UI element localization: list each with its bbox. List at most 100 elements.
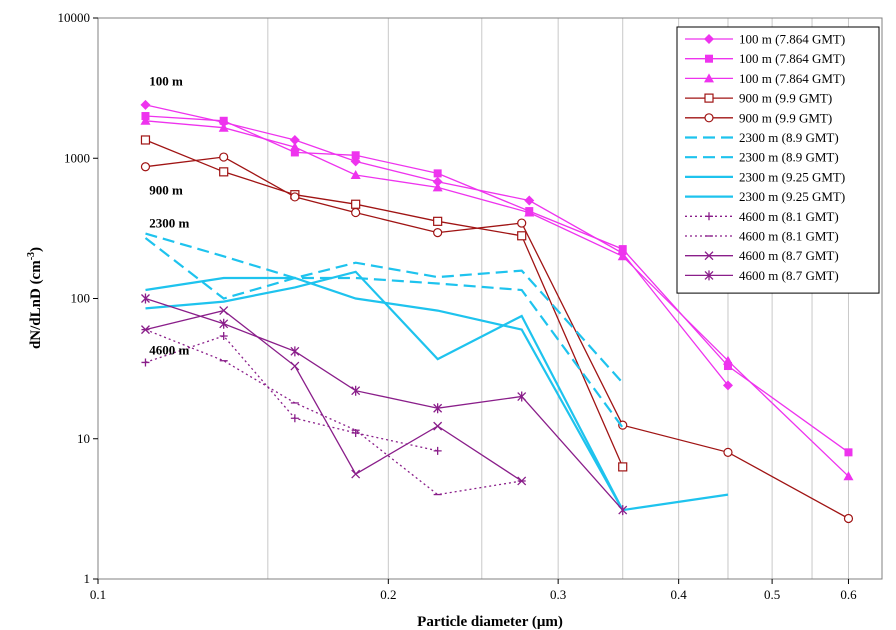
legend-marker xyxy=(704,34,714,44)
x-tick-label: 0.4 xyxy=(671,587,688,602)
legend-box xyxy=(676,26,880,294)
legend-label: 2300 m (8.9 GMT) xyxy=(739,150,839,165)
data-point xyxy=(290,148,299,157)
data-point xyxy=(722,355,733,365)
legend-entry: 4600 m (8.1 GMT) xyxy=(685,229,839,244)
data-point xyxy=(433,446,442,455)
data-point xyxy=(844,448,853,457)
legend-marker xyxy=(704,270,714,281)
series-line xyxy=(145,270,624,511)
data-point xyxy=(140,162,151,172)
x-tick-label: 0.3 xyxy=(550,587,566,602)
data-point xyxy=(618,462,628,472)
altitude-label: 100 m xyxy=(149,74,183,89)
data-point xyxy=(219,306,229,316)
data-point xyxy=(618,245,627,254)
data-point xyxy=(843,471,854,481)
x-tick-label: 0.2 xyxy=(380,587,396,602)
legend-entry: 2300 m (8.9 GMT) xyxy=(685,150,839,165)
data-point xyxy=(524,195,535,206)
altitude-annotations: 100 m 900 m 2300 m 4600 m xyxy=(149,74,189,358)
legend-label: 2300 m (9.25 GMT) xyxy=(739,189,845,204)
series-group xyxy=(144,237,624,429)
legend-entry: 900 m (9.9 GMT) xyxy=(685,110,832,125)
data-point xyxy=(140,135,151,145)
legend-label: 100 m (7.864 GMT) xyxy=(739,71,845,86)
data-point xyxy=(433,216,443,226)
data-point xyxy=(141,358,150,367)
legend-label: 100 m (7.864 GMT) xyxy=(739,51,845,66)
data-point xyxy=(219,167,229,177)
data-point xyxy=(351,151,360,160)
legend-entry: 2300 m (9.25 GMT) xyxy=(685,169,845,184)
data-point xyxy=(141,293,150,304)
y-tick-label: 10000 xyxy=(58,10,91,25)
data-point xyxy=(432,176,443,187)
data-point xyxy=(517,476,527,486)
y-axis-ticks: 1 10 100 1000 10000 xyxy=(58,10,98,586)
x-tick-label: 0.5 xyxy=(764,587,780,602)
data-point xyxy=(432,182,443,192)
data-point xyxy=(517,391,527,402)
series-group xyxy=(141,293,628,516)
data-point xyxy=(433,228,443,238)
data-point xyxy=(140,99,151,110)
altitude-label: 900 m xyxy=(149,183,183,198)
series-line xyxy=(145,232,624,384)
data-point xyxy=(350,169,361,179)
x-tick-label: 0.1 xyxy=(90,587,106,602)
data-point xyxy=(524,207,535,217)
data-point xyxy=(351,385,361,396)
x-axis-ticks: 0.1 0.2 0.3 0.4 0.5 0.6 xyxy=(90,579,857,602)
data-point xyxy=(351,207,361,218)
data-point xyxy=(289,134,300,145)
data-point xyxy=(219,318,229,329)
legend-label: 4600 m (8.1 GMT) xyxy=(739,229,839,244)
altitude-label: 4600 m xyxy=(149,342,189,357)
legend-marker xyxy=(704,251,714,261)
legend-label: 4600 m (8.1 GMT) xyxy=(739,209,839,224)
data-point xyxy=(290,192,300,202)
data-point xyxy=(141,325,150,335)
legend-entry: 100 m (7.864 GMT) xyxy=(685,32,845,47)
legend-label: 4600 m (8.7 GMT) xyxy=(739,248,839,263)
data-point xyxy=(219,116,228,125)
legend-entry: 4600 m (8.7 GMT) xyxy=(685,268,839,283)
legend-label: 4600 m (8.7 GMT) xyxy=(739,268,839,283)
data-point xyxy=(433,403,443,414)
y-tick-label: 1 xyxy=(84,571,91,586)
series-group xyxy=(141,328,526,496)
x-tick-label: 0.6 xyxy=(840,587,857,602)
series-line xyxy=(144,237,624,429)
data-point xyxy=(290,346,300,357)
data-point xyxy=(517,231,527,241)
series-line xyxy=(145,104,729,386)
data-point xyxy=(617,251,628,261)
data-point xyxy=(517,218,527,228)
legend: 100 m (7.864 GMT) 100 m (7.864 GMT) 100 m … xyxy=(676,26,880,294)
legend-entry: 4600 m (8.1 GMT) xyxy=(685,209,839,224)
legend-entry: 100 m (7.864 GMT) xyxy=(685,71,845,86)
data-point xyxy=(723,447,733,457)
data-point xyxy=(218,122,229,132)
legend-marker xyxy=(705,212,713,221)
y-axis-label-sup: -3 xyxy=(26,252,37,260)
legend-entry: 100 m (7.864 GMT) xyxy=(685,51,845,66)
altitude-label: 2300 m xyxy=(149,216,189,231)
data-point xyxy=(723,362,732,371)
data-point xyxy=(290,414,299,423)
legend-label: 100 m (7.864 GMT) xyxy=(739,32,845,47)
legend-marker xyxy=(704,113,714,123)
series-group xyxy=(145,232,624,384)
data-point xyxy=(289,142,300,152)
legend-marker xyxy=(704,73,714,83)
y-tick-label: 1000 xyxy=(64,150,90,165)
y-tick-label: 100 xyxy=(71,291,91,306)
legend-marker xyxy=(704,93,714,103)
series-group xyxy=(141,306,527,486)
data-point xyxy=(219,152,229,162)
legend-label: 2300 m (8.9 GMT) xyxy=(739,130,839,145)
legend-label: 2300 m (9.25 GMT) xyxy=(739,169,845,184)
data-point xyxy=(433,169,442,178)
